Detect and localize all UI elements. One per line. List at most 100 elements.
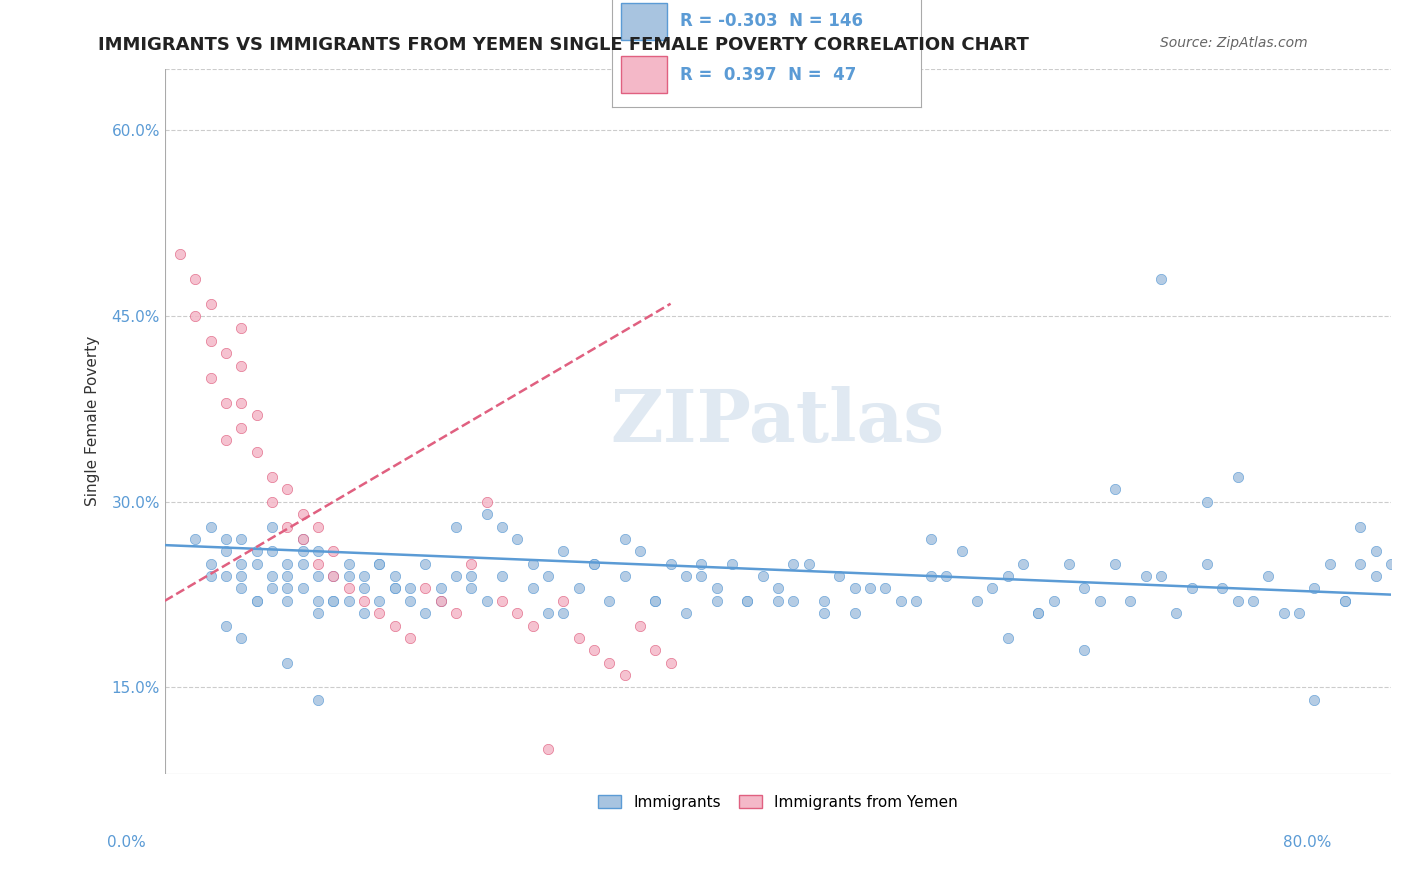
Point: [582, 557, 605, 571]
Point: [307, 519, 329, 533]
Point: [553, 606, 575, 620]
Point: [1135, 569, 1157, 583]
Point: [1166, 606, 1188, 620]
Point: [659, 557, 682, 571]
Text: 80.0%: 80.0%: [1284, 836, 1331, 850]
Point: [1303, 582, 1326, 596]
Point: [1181, 582, 1204, 596]
Point: [1150, 569, 1173, 583]
Point: [690, 569, 713, 583]
FancyBboxPatch shape: [621, 56, 668, 93]
Point: [307, 594, 329, 608]
Point: [522, 618, 544, 632]
Text: ZIPatlas: ZIPatlas: [610, 386, 945, 457]
Point: [706, 594, 728, 608]
Point: [262, 470, 284, 484]
Point: [444, 519, 467, 533]
Point: [904, 594, 927, 608]
Point: [322, 594, 344, 608]
Point: [721, 557, 744, 571]
Point: [1334, 594, 1357, 608]
Point: [553, 544, 575, 558]
Point: [415, 582, 437, 596]
Point: [353, 606, 375, 620]
Point: [1104, 557, 1126, 571]
Point: [322, 594, 344, 608]
Point: [1057, 557, 1080, 571]
Point: [276, 519, 298, 533]
Point: [246, 408, 269, 422]
Point: [231, 532, 253, 546]
Point: [506, 606, 529, 620]
Point: [231, 321, 253, 335]
Point: [215, 532, 238, 546]
Point: [613, 569, 636, 583]
Point: [1303, 693, 1326, 707]
Point: [1073, 643, 1095, 657]
Point: [215, 346, 238, 360]
Point: [291, 544, 314, 558]
Point: [246, 594, 269, 608]
Point: [613, 532, 636, 546]
Point: [262, 495, 284, 509]
Point: [1150, 272, 1173, 286]
Point: [582, 643, 605, 657]
Legend: Immigrants, Immigrants from Yemen: Immigrants, Immigrants from Yemen: [592, 789, 965, 816]
Point: [506, 532, 529, 546]
Point: [675, 569, 697, 583]
Point: [337, 569, 360, 583]
Point: [706, 582, 728, 596]
Point: [766, 582, 789, 596]
Point: [200, 371, 222, 385]
Point: [429, 594, 451, 608]
Point: [307, 557, 329, 571]
Point: [307, 606, 329, 620]
Point: [353, 582, 375, 596]
Point: [399, 631, 422, 645]
Point: [429, 582, 451, 596]
Point: [475, 495, 498, 509]
Point: [353, 594, 375, 608]
Text: R = -0.303  N = 146: R = -0.303 N = 146: [679, 12, 863, 30]
Point: [215, 396, 238, 410]
Point: [675, 606, 697, 620]
Point: [200, 557, 222, 571]
Point: [1211, 582, 1233, 596]
Point: [291, 582, 314, 596]
Point: [1272, 606, 1295, 620]
Y-axis label: Single Female Poverty: Single Female Poverty: [86, 336, 100, 507]
Point: [782, 557, 804, 571]
Text: IMMIGRANTS VS IMMIGRANTS FROM YEMEN SINGLE FEMALE POVERTY CORRELATION CHART: IMMIGRANTS VS IMMIGRANTS FROM YEMEN SING…: [98, 36, 1029, 54]
Point: [460, 569, 482, 583]
Point: [200, 296, 222, 310]
Point: [444, 569, 467, 583]
Point: [215, 569, 238, 583]
Point: [246, 544, 269, 558]
Point: [276, 569, 298, 583]
Point: [291, 557, 314, 571]
Point: [246, 594, 269, 608]
Point: [384, 569, 406, 583]
Point: [1042, 594, 1064, 608]
Point: [644, 594, 666, 608]
Point: [981, 582, 1004, 596]
Point: [231, 582, 253, 596]
Point: [337, 557, 360, 571]
Point: [537, 606, 560, 620]
Point: [537, 742, 560, 756]
Point: [184, 272, 207, 286]
Point: [782, 594, 804, 608]
Point: [1364, 569, 1386, 583]
Point: [307, 693, 329, 707]
Point: [935, 569, 957, 583]
Point: [415, 557, 437, 571]
Point: [522, 582, 544, 596]
Point: [766, 594, 789, 608]
Point: [628, 544, 651, 558]
Point: [997, 569, 1019, 583]
Point: [1226, 594, 1249, 608]
Point: [215, 618, 238, 632]
Point: [522, 557, 544, 571]
Point: [307, 544, 329, 558]
Point: [735, 594, 758, 608]
